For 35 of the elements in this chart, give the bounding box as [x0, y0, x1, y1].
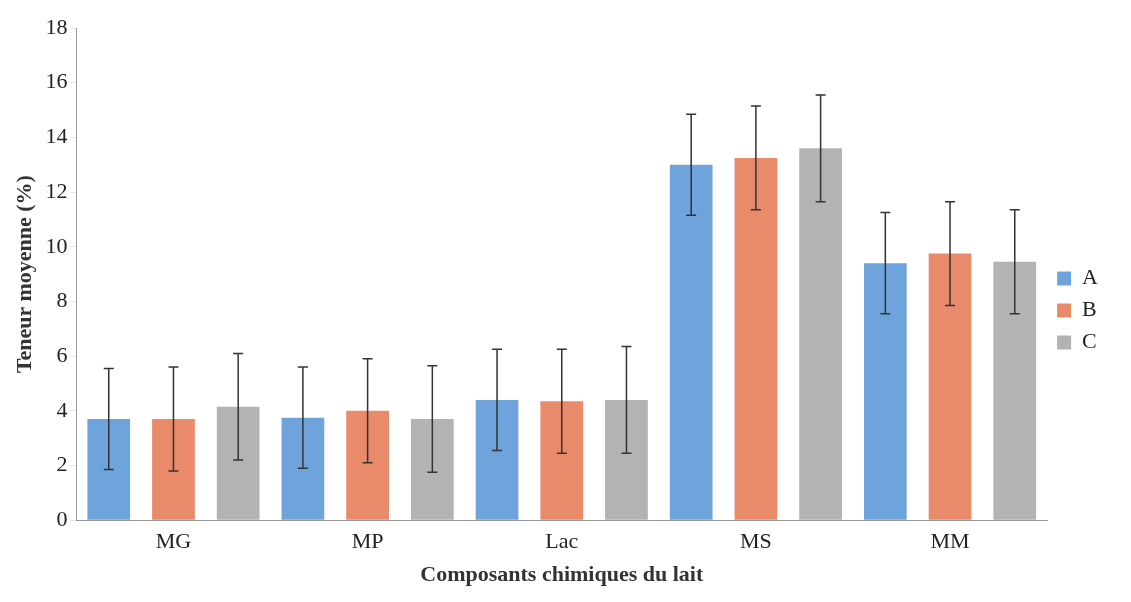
bar — [799, 148, 842, 520]
y-tick-label: 8 — [56, 287, 68, 313]
bar — [734, 157, 778, 520]
legend-label: C — [1082, 328, 1097, 354]
legend-label: B — [1082, 296, 1097, 322]
y-tick-label: 10 — [45, 232, 68, 258]
x-tick-label: Lac — [545, 528, 579, 554]
y-tick-label: 6 — [56, 341, 68, 367]
x-tick-label: MP — [351, 528, 384, 554]
y-axis-title: Teneur moyenne (%) — [10, 175, 36, 374]
x-tick-label: MS — [740, 528, 772, 554]
bar — [346, 410, 389, 520]
bar — [87, 419, 131, 520]
y-tick-label: 0 — [56, 505, 68, 531]
bar — [216, 406, 260, 520]
legend-label: A — [1082, 264, 1099, 290]
y-tick-label: 4 — [56, 396, 68, 422]
bar — [993, 261, 1037, 520]
y-tick-label: 14 — [45, 123, 68, 149]
y-tick-label: 2 — [56, 451, 68, 477]
x-tick-label: MM — [930, 528, 970, 554]
bar — [540, 401, 584, 520]
bar — [928, 253, 972, 520]
x-tick-label: MG — [155, 528, 192, 554]
bar — [605, 399, 648, 520]
bar — [669, 164, 713, 520]
bar — [475, 399, 519, 520]
bar — [863, 263, 907, 520]
y-tick-label: 18 — [45, 13, 68, 39]
y-tick-label: 12 — [45, 177, 68, 203]
x-axis-title: Composants chimiques du lait — [420, 561, 704, 587]
bar — [152, 419, 195, 520]
bar — [281, 417, 325, 520]
y-tick-label: 16 — [45, 68, 68, 94]
bar — [410, 419, 454, 520]
